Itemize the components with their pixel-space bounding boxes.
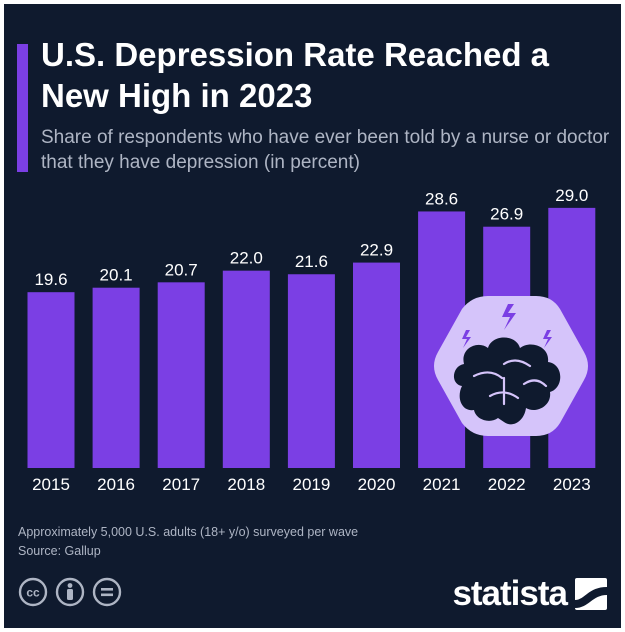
bar-value-label-2019: 21.6 <box>295 252 328 271</box>
x-tick-label-2022: 2022 <box>488 475 526 494</box>
no-derivatives-icon[interactable] <box>92 577 122 607</box>
survey-note: Approximately 5,000 U.S. adults (18+ y/o… <box>18 525 359 539</box>
statista-logo-mark-icon <box>575 578 607 610</box>
bar-value-label-2021: 28.6 <box>425 189 458 208</box>
logo-wordmark: statista <box>452 574 568 613</box>
brain-icon <box>453 337 561 425</box>
bar-value-label-2020: 22.9 <box>360 241 393 260</box>
x-tick-label-2018: 2018 <box>227 475 265 494</box>
bar-2015[interactable] <box>27 292 75 468</box>
x-tick-label-2017: 2017 <box>162 475 200 494</box>
bar-value-label-2015: 19.6 <box>34 270 67 289</box>
chart-title: U.S. Depression Rate Reached a New High … <box>41 36 550 114</box>
source-note: Source: Gallup <box>18 544 101 558</box>
brain-illustration <box>434 296 588 436</box>
title-accent-bar <box>17 44 28 172</box>
bar-value-label-2016: 20.1 <box>100 266 133 285</box>
bar-2018[interactable] <box>222 270 270 468</box>
license-icons: cc <box>18 577 122 607</box>
bar-2019[interactable] <box>287 274 335 468</box>
bar-2017[interactable] <box>157 282 205 468</box>
bar-value-label-2018: 22.0 <box>230 249 263 268</box>
lightning-icon-top <box>502 304 516 330</box>
svg-text:cc: cc <box>26 586 40 600</box>
bar-value-label-2017: 20.7 <box>165 260 198 279</box>
x-tick-label-2021: 2021 <box>423 475 461 494</box>
bar-2020[interactable] <box>353 262 400 468</box>
x-tick-label-2023: 2023 <box>553 475 591 494</box>
bar-value-label-2022: 26.9 <box>490 205 523 224</box>
lightning-icon-right <box>543 330 552 348</box>
x-tick-label-2020: 2020 <box>358 475 396 494</box>
x-tick-label-2016: 2016 <box>97 475 135 494</box>
x-tick-label-2015: 2015 <box>32 475 70 494</box>
footnote: Approximately 5,000 U.S. adults (18+ y/o… <box>18 523 358 561</box>
bar-value-label-2023: 29.0 <box>555 186 588 205</box>
infographic-card: U.S. Depression Rate Reached a New High … <box>4 4 621 628</box>
cc-icon[interactable]: cc <box>18 577 48 607</box>
brain-folds <box>472 359 548 406</box>
bar-chart: 19.6 2015 20.1 2016 20.7 2017 22.0 2018 21.6 2019… <box>27 186 596 494</box>
chart-subtitle: Share of respondents who have ever been … <box>41 127 610 173</box>
attribution-icon[interactable] <box>55 577 85 607</box>
lightning-icon-left <box>462 330 471 348</box>
statista-logo[interactable]: statista <box>452 574 607 614</box>
x-tick-label-2019: 2019 <box>292 475 330 494</box>
bar-2016[interactable] <box>92 287 140 468</box>
